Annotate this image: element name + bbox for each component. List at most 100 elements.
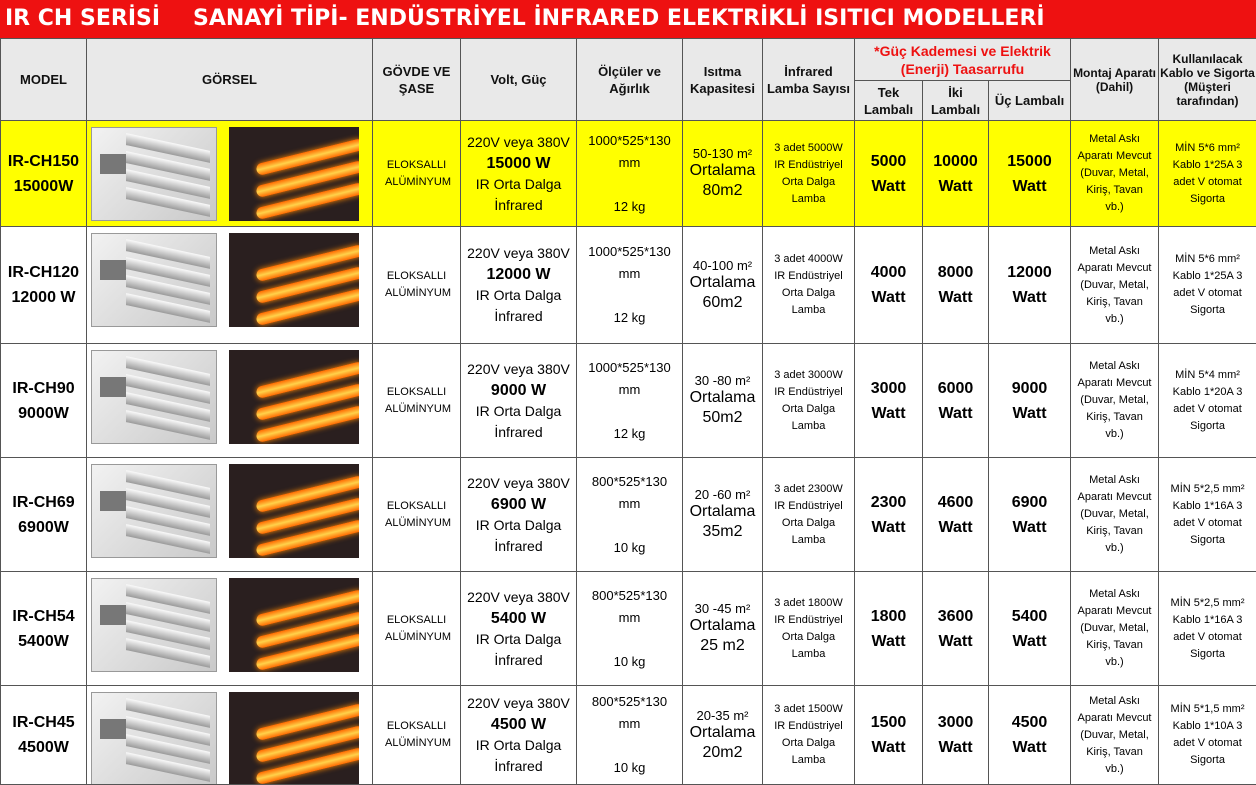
image-cell	[87, 227, 373, 344]
single-value: 4000	[855, 260, 922, 285]
wave-type-2: İnfrared	[461, 422, 576, 443]
size-unit: mm	[577, 493, 682, 515]
unit: Watt	[855, 629, 922, 654]
size-unit: mm	[577, 152, 682, 174]
cable-cell: MİN 5*2,5 mm² Kablo 1*16A 3 adet V otoma…	[1159, 458, 1256, 572]
power-rating: 12000 W	[486, 266, 550, 283]
lamp-cell: 3 adet 4000W IR Endüstriyel Orta Dalga L…	[763, 227, 855, 344]
unit: Watt	[989, 629, 1070, 654]
average-area: 50m2	[683, 408, 762, 428]
weight: 10 kg	[577, 537, 682, 559]
average-area: 20m2	[683, 743, 762, 763]
header-triple-lamp: Üç Lambalı	[989, 81, 1071, 121]
volt-cell: 220V veya 380V 12000 W IR Orta Dalga İnf…	[461, 227, 577, 344]
lamp-wave: Orta Dalga	[763, 285, 854, 302]
cable-cell: MİN 5*2,5 mm² Kablo 1*16A 3 adet V otoma…	[1159, 572, 1256, 686]
wave-type: IR Orta Dalga	[461, 174, 576, 195]
size-unit: mm	[577, 607, 682, 629]
capacity-cell: 20-35 m² Ortalama 20m2	[683, 686, 763, 785]
unit: Watt	[855, 735, 922, 760]
model-watt: 6900W	[1, 515, 86, 540]
average-area: 60m2	[683, 293, 762, 313]
volt-range: 220V veya 380V	[461, 243, 576, 264]
dimension-cell: 1000*525*130 mm 12 kg	[577, 121, 683, 227]
unit: Watt	[855, 401, 922, 426]
dimension-cell: 1000*525*130 mm 12 kg	[577, 344, 683, 458]
average-label: Ortalama	[683, 723, 762, 743]
unit: Watt	[855, 174, 922, 199]
wave-type: IR Orta Dalga	[461, 735, 576, 756]
power-rating: 6900 W	[491, 496, 546, 513]
power-rating: 9000 W	[491, 382, 546, 399]
image-cell	[87, 686, 373, 785]
weight: 10 kg	[577, 757, 682, 779]
mount-text: Metal Askı Aparatı Mevcut (Duvar, Metal,…	[1071, 131, 1158, 216]
capacity-cell: 30 -45 m² Ortalama 25 m2	[683, 572, 763, 686]
average-label: Ortalama	[683, 616, 762, 636]
mount-text: Metal Askı Aparatı Mevcut (Duvar, Metal,…	[1071, 358, 1158, 443]
size: 1000*525*130	[577, 241, 682, 263]
lamp-count: 3 adet 5000W	[763, 140, 854, 157]
lamp-cell: 3 adet 1500W IR Endüstriyel Orta Dalga L…	[763, 686, 855, 785]
area-range: 40-100 m²	[683, 258, 762, 273]
body-cell: ELOKSALLI ALÜMİNYUM	[373, 686, 461, 785]
average-label: Ortalama	[683, 388, 762, 408]
size-unit: mm	[577, 263, 682, 285]
single-value: 5000	[855, 149, 922, 174]
wave-type-2: İnfrared	[461, 306, 576, 327]
lamp-word: Lamba	[763, 752, 854, 769]
unit: Watt	[923, 735, 988, 760]
image-cell	[87, 344, 373, 458]
model-watt: 9000W	[1, 401, 86, 426]
header-body: GÖVDE VE ŞASE	[373, 39, 461, 121]
unit: Watt	[989, 285, 1070, 310]
double-value: 10000	[923, 149, 988, 174]
area-range: 20-35 m²	[683, 708, 762, 723]
capacity-cell: 40-100 m² Ortalama 60m2	[683, 227, 763, 344]
unit: Watt	[923, 629, 988, 654]
header-mount: Montaj Aparatı (Dahil)	[1071, 39, 1159, 121]
wave-type: IR Orta Dalga	[461, 285, 576, 306]
wave-type-2: İnfrared	[461, 756, 576, 777]
volt-cell: 220V veya 380V 4500 W IR Orta Dalga İnfr…	[461, 686, 577, 785]
unit: Watt	[923, 174, 988, 199]
single-value: 1800	[855, 604, 922, 629]
mount-text: Metal Askı Aparatı Mevcut (Duvar, Metal,…	[1071, 693, 1158, 778]
cable-text: MİN 5*2,5 mm² Kablo 1*16A 3 adet V otoma…	[1159, 595, 1256, 663]
size: 800*525*130	[577, 471, 682, 493]
average-label: Ortalama	[683, 161, 762, 181]
image-cell	[87, 121, 373, 227]
lamp-count: 3 adet 2300W	[763, 481, 854, 498]
cable-text: MİN 5*4 mm² Kablo 1*20A 3 adet V otomat …	[1159, 367, 1256, 435]
body-cell: ELOKSALLI ALÜMİNYUM	[373, 344, 461, 458]
cable-text: MİN 5*6 mm² Kablo 1*25A 3 adet V otomat …	[1159, 251, 1256, 319]
lamp-type: IR Endüstriyel	[763, 498, 854, 515]
double-value: 8000	[923, 260, 988, 285]
model-watt: 5400W	[1, 629, 86, 654]
lamp-cell: 3 adet 1800W IR Endüstriyel Orta Dalga L…	[763, 572, 855, 686]
dimension-cell: 800*525*130 mm 10 kg	[577, 458, 683, 572]
volt-cell: 220V veya 380V 15000 W IR Orta Dalga İnf…	[461, 121, 577, 227]
body-material: ELOKSALLI ALÜMİNYUM	[373, 157, 460, 191]
single-value: 2300	[855, 490, 922, 515]
header-double-lamp: İki Lambalı	[923, 81, 989, 121]
weight: 10 kg	[577, 651, 682, 673]
volt-cell: 220V veya 380V 5400 W IR Orta Dalga İnfr…	[461, 572, 577, 686]
volt-cell: 220V veya 380V 9000 W IR Orta Dalga İnfr…	[461, 344, 577, 458]
model-name: IR-CH120	[1, 260, 86, 285]
body-material: ELOKSALLI ALÜMİNYUM	[373, 384, 460, 418]
cable-cell: MİN 5*6 mm² Kablo 1*25A 3 adet V otomat …	[1159, 121, 1256, 227]
double-value: 6000	[923, 376, 988, 401]
lamp-word: Lamba	[763, 302, 854, 319]
unit: Watt	[989, 515, 1070, 540]
power-rating: 5400 W	[491, 610, 546, 627]
